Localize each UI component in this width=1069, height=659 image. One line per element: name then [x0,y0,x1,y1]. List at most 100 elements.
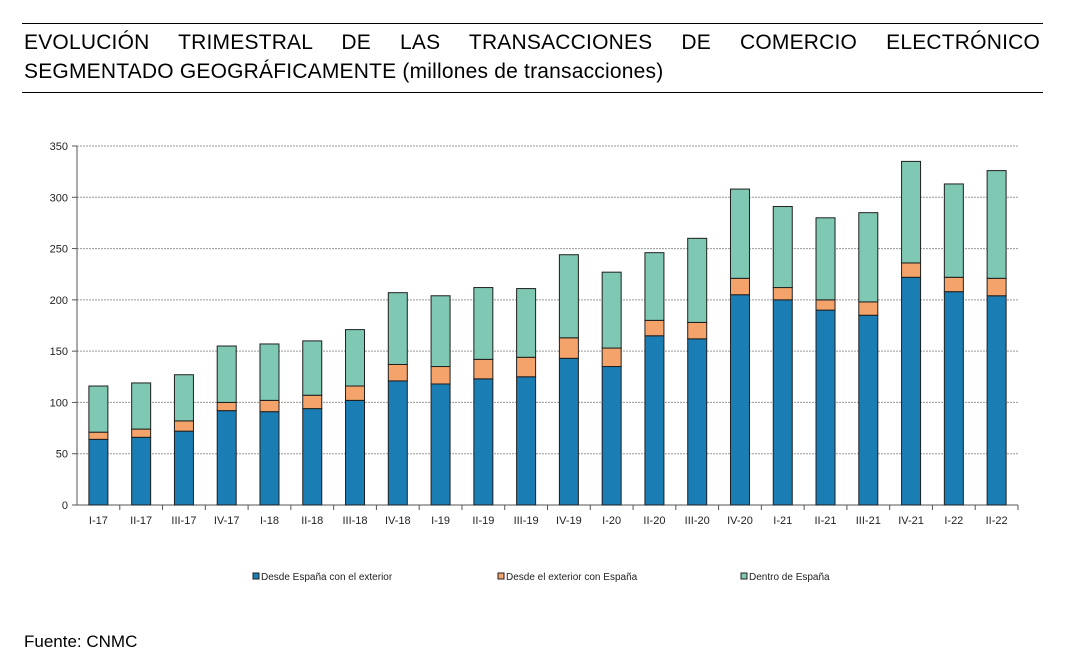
bar-segment-2 [473,358,494,380]
bar-segment-3 [516,288,537,358]
title-main: SEGMENTADO GEOGRÁFICAMENTE [24,60,397,83]
bar-segment-3 [259,343,280,401]
bar-segment-1 [729,294,750,506]
bar-segment-2 [430,366,451,385]
x-tick-label: II-21 [815,515,837,527]
bar-segment-2 [259,399,280,413]
bar-segment-3 [430,295,451,368]
bar-segment-3 [687,237,708,323]
bar-segment-3 [131,382,152,430]
legend-label: Desde España con el exterior [261,572,393,583]
bar-segment-1 [173,430,194,506]
bar-segment-2 [173,420,194,432]
bar-segment-1 [345,399,366,506]
x-tick-label: IV-19 [556,515,582,527]
bar-segment-2 [901,262,922,278]
bar-segment-2 [687,321,708,340]
bar-segment-3 [986,170,1007,279]
x-tick-label: II-22 [986,515,1008,527]
x-tick-label: III-18 [342,515,367,527]
bar-segment-1 [216,410,237,506]
x-tick-label: I-18 [260,515,279,527]
y-tick-label: 150 [50,346,68,358]
bar-segment-2 [387,363,408,382]
bar-segment-1 [815,309,836,506]
bar-segment-2 [601,347,622,368]
source-note: Fuente: CNMC [24,632,138,651]
x-tick-label: III-17 [171,515,196,527]
bar-segment-1 [943,291,964,506]
y-tick-label: 350 [50,141,68,153]
bar-segment-1 [387,380,408,506]
x-tick-label: III-21 [856,515,881,527]
y-tick-label: 0 [62,500,68,512]
legend-swatch [740,572,748,580]
bar-segment-3 [943,183,964,278]
title-units: (millones de transacciones) [402,60,664,83]
bar-segment-2 [345,385,366,401]
stacked-bar-chart: 0 50 100 150 200 250 300 350 I-17 II-17 III-17 IV-1… [50,141,1019,583]
bar-segment-1 [558,357,579,506]
x-tick-label: II-18 [301,515,323,527]
y-tick-label: 200 [50,295,68,307]
x-tick-label: IV-17 [214,515,240,527]
bar-segment-2 [644,319,665,337]
x-tick-label: III-20 [685,515,710,527]
title-line-1: EVOLUCIÓN TRIMESTRAL DE LAS TRANSACCIONE… [24,31,1040,54]
bar-segment-1 [131,436,152,506]
bar-segment-3 [601,271,622,349]
bar-segment-2 [88,431,109,440]
bar-segment-2 [302,394,323,410]
bar-segment-3 [558,254,579,339]
bar-segment-1 [858,314,879,506]
bar-segment-1 [88,438,109,506]
bar-segment-3 [729,188,750,279]
x-tick-label: I-21 [773,515,792,527]
bar-segment-1 [302,408,323,506]
legend-swatch [497,572,505,580]
x-tick-label: IV-21 [898,515,924,527]
bar-segment-3 [387,292,408,365]
bar-segment-2 [729,277,750,296]
legend-label: Dentro de España [749,572,830,583]
bar-segment-3 [345,329,366,387]
y-tick-label: 100 [50,397,68,409]
legend-swatch [252,572,260,580]
bar-segment-2 [943,276,964,293]
chart-title: EVOLUCIÓN TRIMESTRAL DE LAS TRANSACCIONE… [24,28,1040,86]
x-tick-label: IV-18 [385,515,411,527]
bar-segment-3 [901,160,922,264]
bar-segment-1 [644,335,665,506]
bar-segment-2 [772,287,793,301]
title-line-2: SEGMENTADO GEOGRÁFICAMENTE (millones de … [24,57,1040,86]
bar-segment-1 [772,299,793,506]
x-tick-label: II-19 [472,515,494,527]
bar-segment-2 [558,337,579,359]
x-tick-label: I-19 [431,515,450,527]
bar-segment-2 [986,277,1007,297]
bar-segment-3 [644,252,665,321]
bar-segment-3 [772,206,793,289]
x-tick-label: I-20 [602,515,621,527]
bar-segment-2 [216,401,237,412]
bar-segment-3 [88,385,109,433]
bar-segment-2 [131,428,152,438]
bar-segment-1 [516,376,537,506]
bar-segment-3 [858,212,879,303]
legend-label: Desde el exterior con España [506,572,638,583]
x-tick-label: II-20 [643,515,665,527]
bar-segment-2 [858,301,879,316]
bar-segment-1 [687,338,708,506]
x-tick-label: IV-20 [727,515,753,527]
x-tick-label: I-22 [944,515,963,527]
bar-segment-3 [173,374,194,422]
bar-segment-3 [473,287,494,360]
x-tick-label: I-17 [89,515,108,527]
bar-segment-1 [259,411,280,506]
bar-segment-3 [815,217,836,301]
bar-segment-1 [601,366,622,506]
bar-segment-1 [473,378,494,506]
x-tick-label: III-19 [514,515,539,527]
bar-segment-2 [815,299,836,311]
y-tick-label: 300 [50,192,68,204]
